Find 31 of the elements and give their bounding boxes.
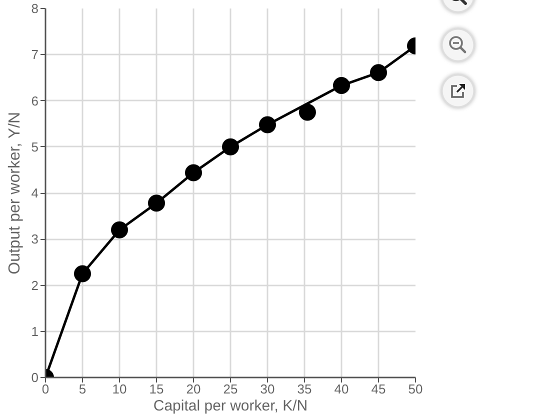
y-tick-label: 3 xyxy=(31,232,39,247)
point xyxy=(148,194,165,212)
point xyxy=(333,77,350,94)
x-tick-label: 0 xyxy=(42,382,50,396)
x-tick-label: 20 xyxy=(186,382,201,396)
point xyxy=(222,138,239,156)
x-tick-label: 25 xyxy=(223,382,238,396)
y-tick-label: 2 xyxy=(31,278,39,293)
point xyxy=(298,104,316,121)
y-tick-label: 6 xyxy=(31,93,39,108)
y-tick-label: 5 xyxy=(31,139,39,154)
point xyxy=(370,64,387,82)
point xyxy=(74,265,91,282)
y-tick-label: 1 xyxy=(31,324,39,339)
point xyxy=(111,221,128,238)
y-tick-label: 7 xyxy=(31,47,39,62)
y-tick-label: 4 xyxy=(31,186,39,200)
y-axis-title: Output per worker, Y/N xyxy=(6,112,24,274)
point xyxy=(185,164,202,182)
x-tick-label: 45 xyxy=(371,382,386,396)
y-tick-label: 8 xyxy=(31,1,39,16)
x-tick-label: 5 xyxy=(78,382,86,396)
x-tick-label: 30 xyxy=(260,382,275,396)
x-tick-label: 10 xyxy=(112,382,127,396)
x-axis-title: Capital per worker, K/N xyxy=(153,398,308,414)
x-tick-label: 35 xyxy=(297,382,312,396)
x-tick-label: 40 xyxy=(334,382,349,396)
x-tick-label: 15 xyxy=(149,382,164,396)
y-tick-label: 0 xyxy=(31,370,39,385)
point xyxy=(259,116,276,134)
x-tick-label: 50 xyxy=(408,382,423,396)
